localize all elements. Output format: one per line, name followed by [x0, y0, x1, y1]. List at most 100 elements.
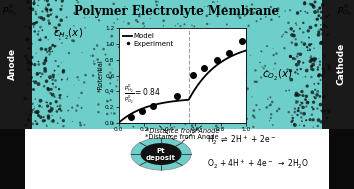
- Point: [264, 106, 270, 109]
- Point: [50, 50, 55, 53]
- Point: [309, 75, 314, 78]
- Point: [134, 32, 139, 35]
- Point: [30, 122, 36, 125]
- Point: [79, 91, 84, 94]
- Point: [47, 53, 52, 56]
- Point: [58, 32, 64, 35]
- Experiment: [175, 94, 180, 98]
- Point: [318, 42, 324, 45]
- Point: [98, 84, 104, 87]
- Point: [310, 126, 316, 129]
- Point: [40, 29, 45, 32]
- Point: [110, 122, 116, 125]
- Point: [298, 53, 303, 56]
- Point: [234, 60, 240, 63]
- Point: [307, 47, 313, 50]
- Point: [267, 104, 272, 107]
- Model: [209, 69, 213, 72]
- Point: [135, 20, 141, 23]
- Point: [293, 38, 298, 41]
- Point: [58, 19, 64, 22]
- Point: [97, 69, 103, 72]
- Point: [33, 111, 39, 114]
- Point: [210, 74, 215, 77]
- Point: [233, 50, 238, 53]
- Point: [290, 116, 296, 119]
- Point: [22, 97, 28, 100]
- Point: [161, 24, 166, 27]
- Point: [312, 60, 317, 63]
- Point: [45, 11, 50, 14]
- Point: [228, 105, 234, 108]
- Point: [143, 108, 149, 111]
- Point: [40, 10, 45, 13]
- Point: [246, 24, 251, 27]
- Point: [320, 3, 325, 6]
- Point: [47, 50, 53, 53]
- Point: [181, 41, 187, 44]
- Point: [91, 60, 97, 63]
- Point: [284, 31, 290, 34]
- Point: [293, 22, 299, 25]
- Point: [317, 7, 323, 10]
- Point: [65, 77, 70, 80]
- Point: [44, 9, 50, 12]
- Point: [320, 67, 326, 70]
- Point: [297, 124, 302, 127]
- Point: [163, 81, 169, 84]
- Point: [49, 110, 55, 113]
- Point: [58, 61, 64, 64]
- Point: [36, 16, 42, 19]
- Point: [122, 5, 128, 8]
- Point: [298, 94, 303, 97]
- Point: [311, 95, 317, 98]
- Point: [82, 26, 88, 29]
- Point: [43, 36, 48, 39]
- Point: [313, 96, 318, 99]
- Point: [38, 26, 43, 29]
- Point: [322, 70, 328, 73]
- Point: [58, 8, 64, 11]
- Point: [295, 68, 300, 71]
- Point: [166, 108, 171, 111]
- Point: [153, 12, 158, 15]
- Point: [136, 95, 142, 98]
- Point: [301, 31, 306, 34]
- Point: [69, 39, 75, 42]
- Point: [322, 71, 328, 74]
- Model: [196, 83, 201, 85]
- Point: [98, 68, 103, 71]
- Point: [300, 106, 306, 109]
- Point: [53, 0, 59, 2]
- Point: [306, 36, 312, 39]
- Point: [126, 41, 131, 44]
- Point: [147, 101, 153, 104]
- Point: [252, 80, 258, 83]
- Point: [51, 119, 56, 122]
- Point: [319, 5, 324, 8]
- Point: [24, 122, 30, 125]
- Point: [52, 69, 57, 72]
- Point: [242, 14, 247, 17]
- Text: H$_2$ $\rightleftharpoons$ 2H$^+$ + 2e$^-$: H$_2$ $\rightleftharpoons$ 2H$^+$ + 2e$^…: [207, 134, 276, 147]
- Point: [50, 43, 56, 46]
- Point: [309, 91, 315, 94]
- Point: [41, 115, 46, 119]
- Text: Polymer Electrolyte Membrane: Polymer Electrolyte Membrane: [74, 5, 280, 18]
- Point: [47, 110, 53, 113]
- Point: [272, 62, 278, 65]
- Point: [48, 102, 53, 105]
- Point: [299, 120, 305, 123]
- Point: [35, 33, 41, 36]
- Point: [77, 121, 83, 124]
- Point: [217, 59, 223, 62]
- Point: [53, 86, 58, 89]
- Point: [324, 15, 330, 18]
- Point: [33, 98, 38, 101]
- Point: [47, 120, 53, 123]
- Point: [142, 25, 147, 28]
- Text: O$_2$ + 4H$^+$ + 4e$^-$ $\rightarrow$ 2H$_2$O: O$_2$ + 4H$^+$ + 4e$^-$ $\rightarrow$ 2H…: [207, 158, 309, 171]
- Point: [50, 114, 55, 117]
- Point: [215, 0, 220, 3]
- Point: [319, 29, 325, 32]
